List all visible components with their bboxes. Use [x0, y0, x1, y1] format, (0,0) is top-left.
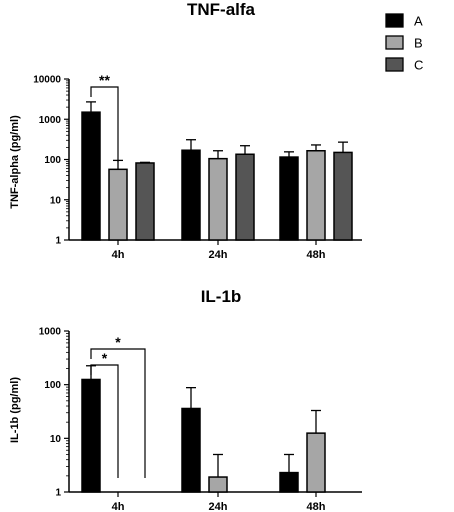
- chart-1-bar-C-48h: [333, 151, 353, 241]
- chart-2-significance-label: *: [102, 350, 108, 366]
- chart-2-title: IL-1b: [201, 287, 242, 306]
- chart-2-bar-B-24h: [208, 476, 228, 493]
- legend-label-C: C: [414, 58, 423, 73]
- chart-2-x-tick-label: 4h: [112, 501, 125, 512]
- chart-1-y-tick-label: 100: [44, 155, 61, 166]
- chart-1-bar-B-24h: [208, 157, 228, 241]
- chart-1-x-tick-label: 4h: [112, 249, 125, 261]
- chart-1-bar-B-48h: [306, 149, 326, 241]
- chart-1-y-tick-label: 10000: [33, 75, 61, 86]
- chart-1-y-tick-label: 10: [50, 195, 62, 206]
- chart-1-x-tick-label: 48h: [307, 249, 326, 261]
- chart-2-significance-bracket: [90, 348, 146, 478]
- chart-1-plot: 1 10 100 1000 10000 4h 24h 48h **: [33, 72, 362, 261]
- chart-1-title: TNF-alfa: [187, 0, 256, 19]
- chart-1-bar-A-48h: [279, 156, 299, 241]
- chart-1-bar-C-24h: [235, 153, 255, 241]
- chart-2-y-tick-label: 100: [44, 380, 61, 391]
- chart-2-x-tick-label: 48h: [307, 501, 326, 512]
- legend-swatch-C: [385, 57, 404, 72]
- chart-1-significance-label: **: [99, 72, 110, 88]
- chart-1-bar-A-24h: [181, 149, 201, 241]
- chart-2-bar-A-48h: [279, 471, 299, 493]
- legend-swatch-B: [385, 35, 404, 50]
- legend: ABC: [385, 13, 423, 73]
- chart-1-x-tick-label: 24h: [209, 249, 228, 261]
- chart-2-plot: 1 10 100 1000 4h 24h 48h * *: [39, 327, 362, 512]
- chart-2-significance-label: *: [115, 334, 121, 350]
- chart-1-y-axis-label: TNF-alpha (pg/ml): [9, 115, 21, 209]
- chart-2-significance-bracket: [90, 364, 119, 478]
- chart-2-y-axis-label: IL-1b (pg/ml): [9, 377, 21, 443]
- chart-1-significance-bracket: [90, 86, 119, 163]
- chart-2-y-tick-label: 1000: [39, 327, 62, 338]
- chart-2-x-tick-label: 24h: [209, 501, 228, 512]
- chart-1-bar-B-4h: [108, 168, 128, 241]
- chart-2-bar-A-4h: [81, 378, 101, 493]
- legend-label-A: A: [414, 14, 423, 29]
- legend-swatch-A: [385, 13, 404, 28]
- chart-1-bar-C-4h: [135, 162, 155, 241]
- chart-1-y-tick-label: 1000: [39, 115, 62, 126]
- chart-2-bar-A-24h: [181, 407, 201, 493]
- legend-label-B: B: [414, 36, 423, 51]
- chart-1-y-tick-label: 1: [55, 236, 61, 247]
- chart-1-bar-A-4h: [81, 111, 101, 241]
- chart-2-y-tick-label: 10: [50, 434, 62, 445]
- chart-2-y-tick-label: 1: [55, 488, 61, 499]
- chart-2-bar-B-48h: [306, 432, 326, 493]
